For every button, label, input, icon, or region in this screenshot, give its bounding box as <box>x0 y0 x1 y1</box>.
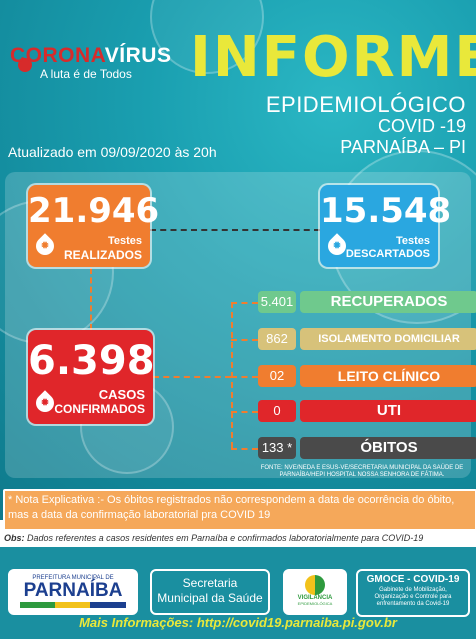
vigilancia-label: VIGILÂNCIA <box>297 595 333 601</box>
tests-discarded-line2: DESCARTADOS <box>345 248 430 260</box>
vigilancia-sub: EPIDEMIOLÓGICA <box>297 601 333 606</box>
tests-done-card: 21.946 ✹ Testes REALIZADOS <box>28 185 160 267</box>
confirmed-card: 6.398 ✹ CASOS CONFIRMADOS <box>28 330 155 424</box>
secretaria-label: Secretaria Municipal da Saúde <box>157 576 263 605</box>
prefeitura-logo: PREFEITURA MUNICIPAL DE PARNAÍBA <box>8 569 138 615</box>
breakdown-value: 133 * <box>258 437 296 459</box>
observation-label: Obs: <box>4 533 25 543</box>
breakdown-label: LEITO CLÍNICO <box>300 365 476 387</box>
breakdown-label: UTI <box>300 400 476 422</box>
tests-done-value: 21.946 <box>28 191 160 231</box>
prefeitura-top: PREFEITURA MUNICIPAL DE <box>32 575 114 581</box>
breakdown-value: 5.401 <box>258 291 296 313</box>
flag-stripe <box>20 602 126 608</box>
connector-line <box>231 448 258 450</box>
tests-done-line2: REALIZADOS <box>64 248 142 262</box>
gmoce-text: Gabinete de Mobilização, Organização e C… <box>374 587 452 607</box>
vigilancia-emblem-icon <box>305 575 325 595</box>
observation-text: Dados referentes a casos residentes em P… <box>27 533 424 543</box>
tests-discarded-line1: Testes <box>395 235 430 247</box>
breakdown-value: 02 <box>258 365 296 387</box>
updated-timestamp: Atualizado em 09/09/2020 às 20h <box>8 144 217 160</box>
connector-line <box>231 302 258 304</box>
connector-line <box>231 339 258 341</box>
connector-line <box>231 302 233 448</box>
connector-line <box>231 411 258 413</box>
page-subtitle: EPIDEMIOLÓGICO <box>265 92 466 117</box>
connector-line <box>231 376 258 378</box>
page-title: INFORME <box>190 25 476 90</box>
breakdown-label: ISOLAMENTO DOMICILIAR <box>300 328 476 350</box>
prefeitura-name: PARNAÍBA <box>23 580 123 601</box>
connector-line <box>153 376 231 378</box>
secretaria-box: Secretaria Municipal da Saúde <box>150 569 270 615</box>
city-label: PARNAÍBA – PI <box>340 137 466 157</box>
tests-discarded-value: 15.548 <box>320 191 452 231</box>
confirmed-line1: CASOS <box>98 387 145 402</box>
tests-done-line1: Testes <box>107 235 142 247</box>
brand-part1: CORONA <box>10 44 105 67</box>
drop-icon: ✹ <box>32 233 58 259</box>
gmoce-box: GMOCE - COVID-19 Gabinete de Mobilização… <box>356 569 470 617</box>
footer: PREFEITURA MUNICIPAL DE PARNAÍBA Secreta… <box>0 547 476 639</box>
connector-line <box>150 229 320 231</box>
breakdown-value: 862 <box>258 328 296 350</box>
brand-part2: VÍRUS <box>104 44 172 67</box>
data-source: FONTE: NVE/NEDA E ESUS-VE/SECRETARIA MUN… <box>260 465 464 478</box>
breakdown-label: ÓBITOS <box>300 437 476 459</box>
more-info-link[interactable]: Mais Informações: http://covid19.parnaib… <box>79 615 397 630</box>
brand-logo: CORONAVÍRUS <box>10 44 171 68</box>
virus-icon <box>18 58 32 72</box>
observation: Obs: Dados referentes a casos residentes… <box>4 533 423 543</box>
tests-discarded-card: 15.548 ✹ Testes DESCARTADOS <box>320 185 452 267</box>
explanatory-note: * Nota Explicativa :- Os óbitos registra… <box>3 489 476 531</box>
disease-label: COVID -19 <box>377 116 466 136</box>
breakdown-value: 0 <box>258 400 296 422</box>
brand-tagline: A luta é de Todos <box>40 67 132 81</box>
vigilancia-logo: VIGILÂNCIA EPIDEMIOLÓGICA <box>283 569 347 615</box>
confirmed-value: 6.398 <box>28 338 155 384</box>
breakdown-label: RECUPERADOS <box>300 291 476 313</box>
confirmed-line2: CONFIRMADOS <box>54 402 145 416</box>
connector-line <box>90 268 92 330</box>
gmoce-title: GMOCE - COVID-19 <box>366 574 460 585</box>
